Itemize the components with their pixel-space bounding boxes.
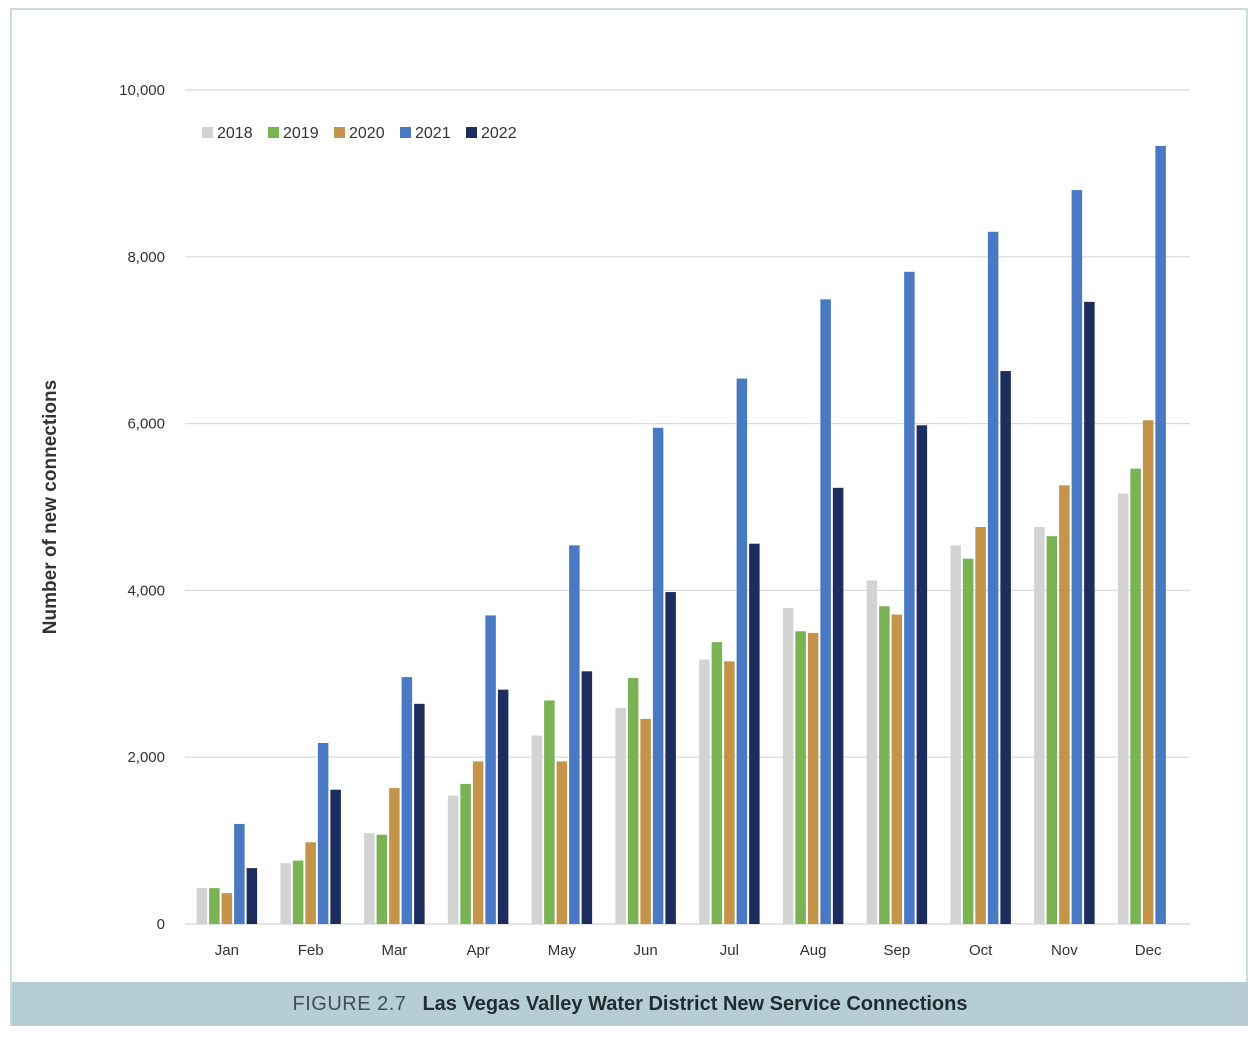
bar-2021-oct [987, 231, 999, 924]
legend-label-2021: 2021 [415, 125, 451, 142]
bar-2022-mar [414, 703, 425, 924]
bar-2020-aug [807, 632, 819, 924]
bar-2019-feb [292, 860, 304, 924]
bar-2018-sep [866, 580, 878, 924]
bar-2021-sep [904, 271, 915, 924]
bar-2020-may [556, 761, 568, 924]
bar-2021-may [569, 545, 580, 924]
bar-2019-oct [962, 558, 974, 924]
x-tick-label: Dec [1135, 942, 1162, 959]
bar-2020-feb [305, 842, 316, 924]
legend-swatch-2020 [334, 127, 345, 138]
bar-2020-dec [1142, 420, 1154, 924]
bar-2020-apr [472, 761, 484, 924]
bar-2019-dec [1130, 468, 1141, 924]
x-tick-label: Sep [884, 942, 911, 959]
gridlines [185, 89, 1190, 925]
x-tick-label: Mar [381, 942, 407, 959]
y-tick-label: 10,000 [119, 82, 165, 99]
bar-2021-jan [234, 823, 245, 924]
y-tick-label: 8,000 [127, 249, 165, 266]
bar-2021-jun [652, 427, 664, 924]
y-tick-label: 4,000 [127, 582, 165, 599]
bar-2018-nov [1034, 527, 1045, 924]
bar-2019-jun [627, 677, 639, 924]
y-axis-ticks: 0 2,000 4,000 6,000 8,000 10,000 [119, 82, 165, 933]
bar-2018-dec [1117, 493, 1129, 924]
figure-label: FIGURE 2.7 [292, 992, 407, 1015]
bar-2021-feb [317, 743, 329, 924]
y-tick-label: 0 [157, 916, 165, 933]
bar-2020-jul [724, 661, 735, 924]
bar-2018-may [531, 735, 543, 924]
bar-2019-jan [209, 888, 220, 924]
x-tick-label: Jul [720, 942, 739, 959]
bar-2018-aug [782, 607, 794, 924]
bar-2019-apr [460, 783, 471, 924]
bar-2022-aug [832, 487, 844, 924]
bar-2020-mar [389, 788, 400, 924]
bar-2020-jun [640, 718, 651, 924]
x-tick-label: Jan [215, 942, 239, 959]
figure-caption: FIGURE 2.7 Las Vegas Valley Water Distri… [12, 982, 1248, 1026]
bar-2022-jun [665, 592, 676, 924]
x-axis-ticks: Jan Feb Mar Apr May Jun Jul Aug Sep Oct Nov Dec [215, 942, 1162, 959]
bar-2019-mar [376, 834, 388, 924]
bar-2019-aug [795, 631, 806, 924]
bar-2018-apr [447, 795, 459, 924]
bar-2020-jan [221, 893, 233, 924]
x-tick-label: Aug [800, 942, 827, 959]
bar-2022-may [581, 671, 593, 924]
bars [196, 145, 1166, 925]
bar-2022-oct [1000, 371, 1011, 925]
bar-2022-feb [330, 789, 341, 924]
bar-2020-nov [1059, 485, 1070, 924]
bar-2018-oct [950, 545, 961, 924]
bar-2019-nov [1046, 536, 1058, 924]
bar-2021-jul [736, 378, 748, 925]
bar-2022-jan [246, 868, 258, 924]
legend-label-2019: 2019 [283, 125, 319, 142]
legend-swatch-2018 [202, 127, 213, 138]
y-axis-title: Number of new connections [40, 380, 61, 634]
x-tick-label: Feb [298, 942, 324, 959]
legend-label-2018: 2018 [217, 125, 253, 142]
legend-label-2022: 2022 [481, 125, 517, 142]
x-tick-label: Apr [466, 942, 489, 959]
legend-swatch-2021 [400, 127, 411, 138]
bar-2020-oct [975, 527, 986, 924]
bar-2021-aug [820, 299, 831, 925]
legend-label-2020: 2020 [349, 125, 385, 142]
legend-swatch-2019 [268, 127, 279, 138]
bar-2019-jul [711, 642, 723, 924]
bar-2018-feb [280, 863, 291, 924]
y-tick-label: 6,000 [127, 416, 165, 433]
bar-2018-jul [699, 659, 710, 924]
bar-2021-nov [1071, 190, 1083, 924]
figure-title: Las Vegas Valley Water District New Serv… [422, 992, 968, 1015]
bar-2018-mar [364, 833, 375, 924]
x-tick-label: May [548, 942, 577, 959]
bar-2021-dec [1155, 145, 1166, 925]
bar-2018-jun [615, 707, 626, 924]
x-tick-label: Jun [634, 942, 658, 959]
legend: 2018 2019 2020 2021 2022 [202, 125, 517, 142]
bar-2022-nov [1084, 301, 1095, 924]
x-tick-label: Oct [969, 942, 993, 959]
bar-2022-apr [497, 689, 509, 924]
bar-2020-sep [891, 614, 903, 924]
y-tick-label: 2,000 [127, 749, 165, 766]
bar-2021-mar [401, 677, 413, 924]
bar-2018-jan [196, 888, 208, 924]
bar-2019-may [544, 700, 555, 924]
bar-2021-apr [485, 615, 496, 924]
legend-swatch-2022 [466, 127, 477, 138]
x-tick-label: Nov [1051, 942, 1078, 959]
bar-2019-sep [879, 606, 890, 924]
bar-2022-jul [749, 543, 760, 924]
bar-2022-sep [916, 425, 928, 924]
